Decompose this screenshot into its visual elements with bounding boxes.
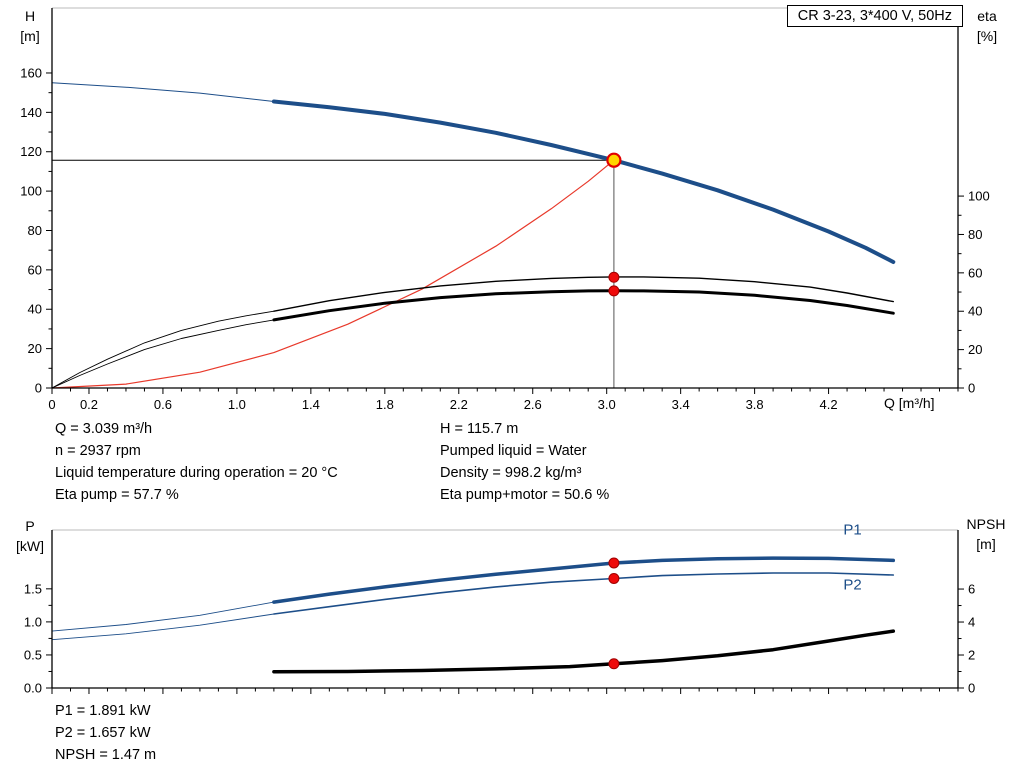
info-line-n: n = 2937 rpm — [55, 443, 141, 459]
x-tick-label: 2.2 — [450, 397, 468, 412]
info-line-h: H = 115.7 m — [440, 421, 519, 437]
info-line-density: Density = 998.2 kg/m³ — [440, 465, 582, 481]
x-axis-ticks — [51, 688, 959, 694]
eta-pump-curve-series — [273, 276, 894, 312]
right-tick-label: 0 — [968, 681, 975, 696]
left-tick-label: 1.5 — [24, 581, 42, 596]
p-axis-name: P — [25, 518, 35, 534]
info-line-liquid: Pumped liquid = Water — [440, 443, 587, 459]
h-axis-name: H — [24, 8, 36, 24]
left-tick-label: 140 — [20, 105, 42, 120]
left-tick-label: 120 — [20, 144, 42, 159]
right-tick-label: 40 — [968, 304, 982, 319]
info-line-eta-pump-motor: Eta pump+motor = 50.6 % — [440, 487, 610, 503]
npsh-axis-title: NPSH [m] — [958, 514, 1014, 554]
left-tick-label: 1.0 — [24, 614, 42, 629]
p2-curve-series — [273, 572, 895, 615]
p-axis-unit: [kW] — [16, 538, 44, 554]
right-axis-ticks: 0 20 40 60 80 100 — [958, 189, 990, 396]
right-tick-label: 80 — [968, 227, 982, 242]
npsh-curve-series — [272, 629, 896, 674]
eta-axis-title: eta [%] — [964, 6, 1010, 46]
x-tick-label: 4.2 — [820, 397, 838, 412]
right-tick-label: 4 — [968, 615, 975, 630]
left-axis-ticks: 0 20 40 60 80 100 120 140 160 — [20, 65, 52, 396]
pump-model-title-box: CR 3-23, 3*400 V, 50Hz — [786, 5, 963, 27]
eta-pump-motor-curve-series — [272, 289, 895, 322]
eta-pump-low-range-series — [51, 310, 275, 389]
eta-pump-motor-low-range-series — [51, 319, 275, 389]
left-tick-label: 100 — [20, 184, 42, 199]
eta-axis-name: eta — [977, 8, 997, 24]
right-tick-label: 60 — [968, 265, 982, 280]
x-tick-label: 3.8 — [746, 397, 764, 412]
left-tick-label: 20 — [28, 341, 42, 356]
x-tick-label: 1.0 — [228, 397, 246, 412]
p2-point — [608, 572, 620, 584]
right-axis-ticks: 0 2 4 6 — [958, 582, 975, 696]
p2-low-range-series — [51, 613, 275, 641]
duty-point — [606, 152, 622, 168]
p-axis-title: P [kW] — [6, 516, 54, 556]
h-axis-title: H [m] — [10, 6, 50, 46]
eta-axis-unit: [%] — [976, 28, 998, 44]
npsh-axis-name: NPSH — [966, 516, 1006, 532]
left-axis-ticks: 0.0 0.5 1.0 1.5 — [24, 581, 52, 696]
x-tick-label: 0.2 — [80, 397, 98, 412]
x-axis-ticks: 0 0.2 0.6 1.0 1.4 1.8 2.2 2.6 3.0 3.4 3.8 4.2 — [48, 388, 959, 412]
eta-pump-motor-point — [608, 285, 620, 297]
x-tick-label: 1.8 — [376, 397, 394, 412]
q-axis-title: Q [m³/h] — [884, 395, 935, 411]
info-line-q: Q = 3.039 m³/h — [55, 421, 153, 437]
left-tick-label: 0.5 — [24, 647, 42, 662]
qh-low-range-series — [51, 82, 275, 102]
left-tick-label: 80 — [28, 223, 42, 238]
qh-curve-series — [271, 99, 896, 264]
p1-low-range-series — [51, 601, 275, 632]
power-npsh-chart: 0.0 0.5 1.0 1.5 0 2 4 6 P1 P2 — [24, 522, 975, 696]
curve-label-p1: P1 — [843, 522, 861, 539]
left-tick-label: 160 — [20, 65, 42, 80]
npsh-axis-unit: [m] — [976, 536, 996, 552]
npsh-point — [608, 658, 620, 670]
info-line-p1: P1 = 1.891 kW — [55, 703, 151, 719]
info-line-temperature: Liquid temperature during operation = 20… — [55, 465, 338, 481]
operating-data-right: H = 115.7 m Pumped liquid = Water Densit… — [440, 418, 609, 506]
eta-pump-point — [608, 271, 620, 283]
right-tick-label: 6 — [968, 582, 975, 597]
right-tick-label: 0 — [968, 381, 975, 396]
x-tick-label: 0.6 — [154, 397, 172, 412]
right-tick-label: 2 — [968, 648, 975, 663]
p1-curve-series — [272, 556, 896, 604]
x-tick-label: 3.0 — [598, 397, 616, 412]
info-line-eta-pump: Eta pump = 57.7 % — [55, 487, 179, 503]
power-npsh-data: P1 = 1.891 kW P2 = 1.657 kW NPSH = 1.47 … — [55, 700, 156, 766]
operating-data-left: Q = 3.039 m³/h n = 2937 rpm Liquid tempe… — [55, 418, 338, 506]
right-tick-label: 20 — [968, 342, 982, 357]
x-tick-label: 0 — [48, 397, 55, 412]
left-tick-label: 0.0 — [24, 681, 42, 696]
right-tick-label: 100 — [968, 189, 990, 204]
curve-label-p2: P2 — [843, 576, 861, 593]
h-axis-unit: [m] — [20, 28, 40, 44]
p1-point — [608, 557, 620, 569]
x-tick-label: 2.6 — [524, 397, 542, 412]
system-curve-series — [51, 159, 615, 389]
x-tick-label: 1.4 — [302, 397, 320, 412]
left-tick-label: 0 — [35, 381, 42, 396]
info-line-p2: P2 = 1.657 kW — [55, 725, 151, 741]
x-tick-label: 3.4 — [672, 397, 690, 412]
left-tick-label: 40 — [28, 302, 42, 317]
left-tick-label: 60 — [28, 262, 42, 277]
qh-eta-chart: 0 0.2 0.6 1.0 1.4 1.8 2.2 2.6 3.0 3.4 3.8 4.2 0 20 40 6… — [20, 7, 990, 412]
info-line-npsh: NPSH = 1.47 m — [55, 747, 157, 763]
